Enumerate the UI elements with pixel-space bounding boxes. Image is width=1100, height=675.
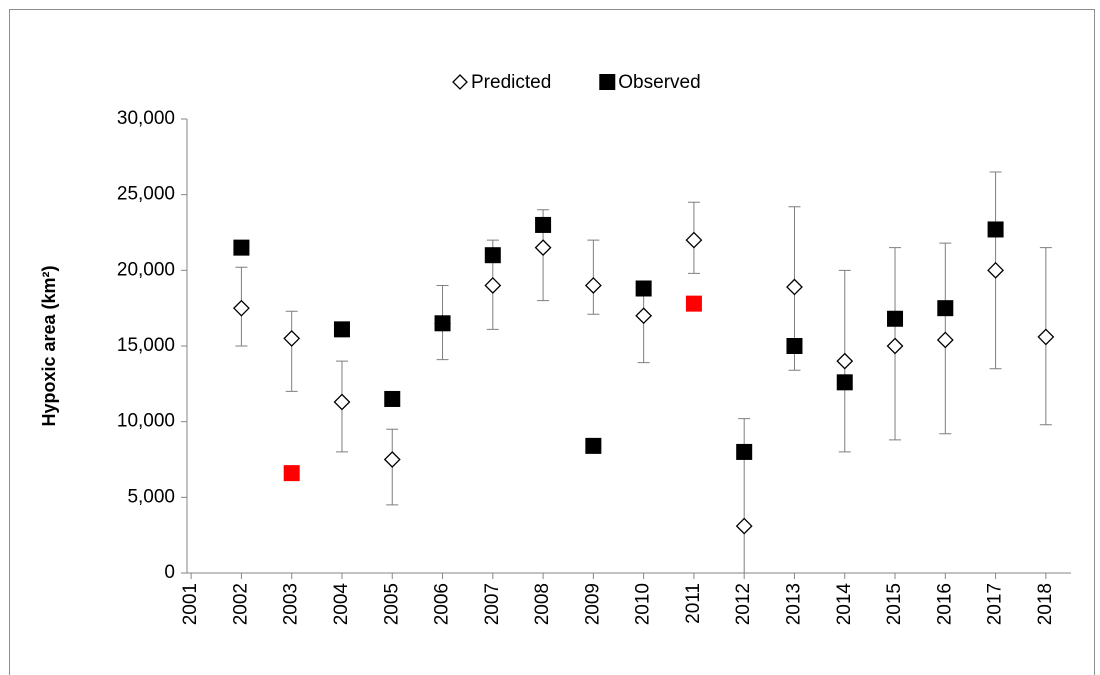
x-tick-label: 2006 xyxy=(432,583,453,625)
observed-marker xyxy=(283,465,300,482)
x-tick-label: 2008 xyxy=(532,583,553,625)
predicted-marker xyxy=(936,331,954,349)
error-bar xyxy=(738,418,751,574)
x-tick-label: 2003 xyxy=(281,583,302,625)
x-tick-label: 2004 xyxy=(331,583,352,626)
legend-marker xyxy=(599,74,616,90)
observed-marker xyxy=(937,300,954,317)
x-tick-label: 2001 xyxy=(180,583,201,625)
observed-marker xyxy=(836,374,853,391)
predicted-marker xyxy=(534,239,552,257)
predicted-marker xyxy=(383,451,401,468)
x-tick-label: 2007 xyxy=(482,583,503,625)
error-bar xyxy=(285,310,298,392)
y-tick-label: 20,000 xyxy=(117,259,175,280)
y-tick-label: 25,000 xyxy=(117,184,175,205)
observed-marker xyxy=(736,443,753,460)
x-tick-label: 2013 xyxy=(783,583,804,625)
observed-marker xyxy=(585,437,602,454)
x-tick-label: 2016 xyxy=(934,583,955,625)
predicted-marker xyxy=(584,277,602,294)
y-axis-title: Hypoxic area (km²) xyxy=(39,265,59,426)
y-tick-label: 15,000 xyxy=(117,335,175,356)
predicted-marker xyxy=(786,278,803,296)
observed-marker xyxy=(535,216,552,233)
y-tick-label: 0 xyxy=(164,562,175,583)
y-tick-label: 10,000 xyxy=(117,411,175,432)
predicted-marker xyxy=(484,277,502,294)
legend-marker xyxy=(452,74,468,90)
predicted-marker xyxy=(232,299,250,317)
observed-marker xyxy=(333,321,350,338)
x-tick-label: 2010 xyxy=(633,583,654,625)
x-tick-label: 2017 xyxy=(985,583,1006,625)
predicted-marker xyxy=(836,352,854,370)
observed-marker xyxy=(635,280,652,297)
predicted-marker xyxy=(987,261,1004,279)
observed-marker xyxy=(384,390,401,407)
x-tick-label: 2002 xyxy=(230,583,251,625)
predicted-marker xyxy=(1037,328,1055,346)
predicted-marker xyxy=(333,393,351,411)
error-bar xyxy=(637,287,650,364)
predicted-marker xyxy=(886,337,904,355)
observed-marker xyxy=(484,247,501,264)
x-tick-label: 2015 xyxy=(884,583,905,625)
observed-marker xyxy=(434,315,451,332)
x-tick-label: 2018 xyxy=(1035,583,1056,625)
y-tick-label: 5,000 xyxy=(127,486,175,507)
observed-marker xyxy=(233,239,250,256)
observed-marker xyxy=(887,310,904,327)
chart-frame xyxy=(9,9,1095,675)
predicted-marker xyxy=(735,517,753,535)
x-tick-label: 2009 xyxy=(582,583,603,625)
x-tick-label: 2014 xyxy=(834,583,855,626)
observed-marker xyxy=(987,221,1004,238)
y-tick-label: 30,000 xyxy=(117,108,175,129)
x-tick-label: 2011 xyxy=(683,583,704,624)
predicted-marker xyxy=(685,231,703,249)
legend-label: Observed xyxy=(618,72,700,93)
x-tick-label: 2005 xyxy=(381,583,402,625)
predicted-marker xyxy=(635,307,653,325)
legend-label: Predicted xyxy=(471,72,551,93)
observed-marker xyxy=(786,338,803,354)
predicted-marker xyxy=(283,330,301,347)
observed-marker xyxy=(685,295,702,312)
x-tick-label: 2012 xyxy=(733,583,754,625)
